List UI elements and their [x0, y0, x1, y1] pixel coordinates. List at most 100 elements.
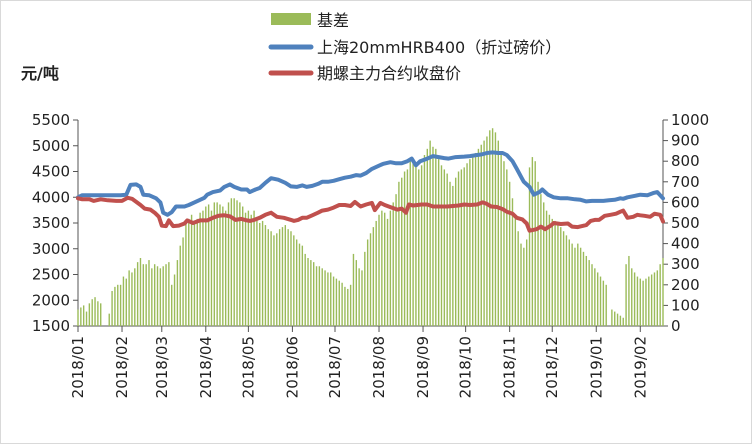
basis-bar — [446, 173, 448, 326]
x-tick-label: 2018/09 — [414, 336, 432, 398]
basis-bar — [497, 140, 499, 326]
basis-bar — [500, 152, 502, 326]
basis-bar — [318, 266, 321, 326]
basis-bars — [77, 128, 664, 326]
basis-bar — [196, 218, 198, 326]
x-tick-label: 2018/02 — [113, 336, 131, 398]
basis-bar — [406, 169, 409, 326]
basis-bar — [628, 255, 630, 326]
basis-bar — [631, 268, 633, 326]
basis-bar — [264, 225, 267, 326]
basis-bar — [162, 266, 164, 326]
basis-bar — [494, 132, 497, 326]
basis-bar — [622, 317, 624, 326]
basis-bar — [330, 272, 332, 326]
basis-bar — [506, 169, 508, 326]
basis-bar — [440, 165, 443, 326]
basis-bar — [188, 218, 190, 326]
basis-bar — [205, 206, 207, 326]
basis-bar — [193, 223, 196, 326]
basis-bar — [97, 301, 99, 326]
basis-bar — [375, 220, 377, 326]
basis-bar — [278, 229, 281, 326]
basis-bar — [210, 210, 213, 326]
basis-bar — [412, 163, 414, 326]
basis-bar — [614, 311, 616, 326]
basis-bar — [82, 305, 85, 326]
basis-bar — [310, 260, 312, 326]
right-tick-label: 0 — [671, 317, 681, 335]
basis-bar — [466, 163, 468, 326]
basis-bar — [165, 264, 167, 326]
basis-bar — [565, 235, 568, 326]
basis-bar — [483, 140, 485, 326]
basis-bar — [108, 313, 110, 326]
basis-bar — [619, 315, 622, 326]
basis-bar — [179, 245, 181, 326]
basis-bar — [656, 270, 659, 326]
basis-bar — [639, 278, 641, 326]
legend: 基差 上海20mmHRB400（折过磅价） 期螺主力合约收盘价 — [268, 11, 561, 83]
legend-label-futures: 期螺主力合约收盘价 — [317, 64, 461, 83]
right-tick-label: 100 — [671, 296, 700, 314]
basis-bar — [358, 268, 360, 326]
x-tick-label: 2019/02 — [631, 336, 649, 398]
right-tick-label: 300 — [671, 255, 700, 273]
basis-bar — [267, 229, 269, 326]
basis-bar — [230, 198, 233, 326]
basis-bar — [645, 278, 647, 326]
basis-bar — [173, 274, 176, 326]
basis-bar — [148, 260, 150, 326]
basis-bar — [145, 264, 147, 326]
basis-bar — [540, 194, 542, 326]
left-tick-label: 3500 — [32, 214, 70, 232]
basis-bar — [534, 161, 536, 326]
basis-bar — [457, 171, 460, 326]
basis-bar — [100, 303, 102, 326]
basis-bar — [625, 264, 627, 326]
right-tick-label: 1000 — [671, 111, 709, 129]
basis-bar — [585, 255, 588, 326]
basis-bar — [372, 227, 375, 326]
basis-bar — [514, 214, 517, 326]
basis-bar — [117, 284, 119, 326]
basis-bar — [270, 231, 272, 326]
basis-bar — [662, 258, 664, 326]
basis-bar — [122, 276, 125, 326]
basis-bar — [571, 243, 573, 326]
basis-bar — [469, 159, 471, 326]
basis-bar — [284, 225, 287, 326]
basis-bar — [648, 276, 650, 326]
basis-bar — [517, 231, 519, 326]
basis-bar — [344, 286, 346, 326]
basis-bar — [202, 210, 204, 326]
spot-price-line — [76, 150, 665, 217]
basis-bar — [171, 284, 173, 326]
basis-bar — [298, 243, 301, 326]
right-tick-label: 700 — [671, 173, 700, 191]
basis-bar — [327, 272, 329, 326]
basis-bar — [94, 297, 96, 326]
basis-bar — [463, 167, 465, 326]
x-tick-label: 2018/04 — [197, 336, 215, 398]
basis-bar — [443, 169, 446, 326]
basis-bar — [554, 220, 556, 326]
basis-bar — [131, 272, 133, 326]
basis-bar — [594, 268, 596, 326]
basis-bar — [508, 181, 511, 326]
basis-bar — [313, 262, 315, 326]
left-tick-label: 2000 — [32, 291, 70, 309]
left-tick-label: 3000 — [32, 240, 70, 258]
left-tick-label: 2500 — [32, 266, 70, 284]
right-tick-label: 500 — [671, 214, 700, 232]
basis-bar — [599, 276, 602, 326]
basis-bar — [233, 198, 235, 326]
basis-bar — [159, 268, 162, 326]
basis-bar — [489, 130, 491, 326]
basis-bar — [253, 210, 255, 326]
basis-bar — [207, 204, 210, 326]
basis-bar — [355, 260, 358, 326]
basis-bar — [247, 210, 250, 326]
basis-bar — [301, 245, 304, 326]
